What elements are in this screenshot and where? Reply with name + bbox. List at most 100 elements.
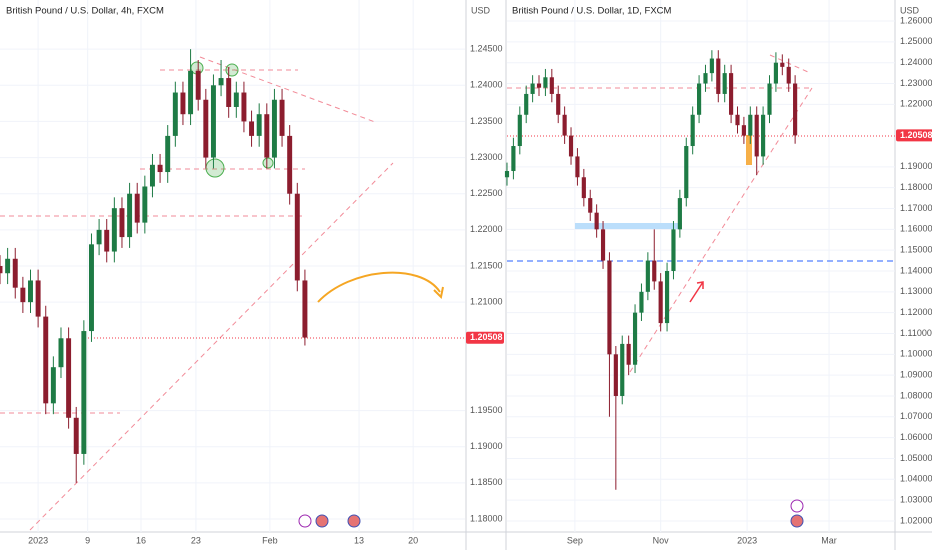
candle-body [620, 343, 625, 396]
candle-body [632, 312, 638, 365]
candle-body [119, 208, 125, 238]
y-tick-label: 1.24000 [900, 57, 932, 67]
candle-body [127, 193, 133, 238]
highlight [746, 135, 752, 165]
y-tick-label: 1.22000 [470, 224, 503, 234]
y-tick-label: 1.24500 [470, 44, 503, 54]
y-tick-label: 1.10000 [900, 349, 932, 359]
candle-body [172, 92, 178, 136]
y-tick-label: 1.24000 [470, 80, 503, 90]
candle-body [233, 92, 239, 107]
marker-circle [225, 63, 239, 77]
candle-body [279, 99, 285, 136]
y-tick-label: 1.19000 [900, 161, 932, 171]
candle-body [709, 58, 714, 74]
candle-body [96, 229, 102, 245]
candle-body [73, 417, 79, 454]
x-tick-label: Mar [821, 535, 837, 545]
y-tick-label: 1.12000 [900, 307, 932, 317]
candle-body [581, 177, 586, 199]
y-tick-label: 1.07000 [900, 411, 932, 421]
candle-body [256, 114, 262, 136]
marker-circle [205, 158, 225, 178]
y-tick-label: 1.26000 [900, 15, 932, 25]
candle-body [504, 171, 510, 178]
candle-body [66, 338, 72, 418]
y-tick-label: 1.18000 [900, 182, 932, 192]
event-icon [790, 499, 804, 513]
candle-body [218, 78, 224, 86]
x-tick-label: Feb [262, 535, 278, 545]
candle-body [664, 270, 670, 324]
last-price-label: 1.20508 [470, 332, 503, 342]
grid [0, 0, 895, 532]
zone [575, 223, 682, 229]
candle-body [562, 114, 567, 136]
candle-body [5, 258, 11, 274]
candle-body [43, 316, 49, 404]
candle-body [536, 83, 542, 88]
candle-body [568, 135, 574, 157]
y-tick-label: 1.22000 [900, 99, 932, 109]
candle-body [188, 70, 194, 115]
candle-body [0, 266, 3, 274]
x-tick-label: 2023 [737, 535, 757, 545]
y-tick-label: 1.19000 [470, 441, 503, 451]
candle-body [549, 77, 554, 94]
candle-body [165, 135, 171, 173]
arrow [689, 281, 704, 303]
marker-circle [262, 157, 274, 169]
x-tick-label: 20 [408, 535, 418, 545]
last-price-tag [896, 129, 932, 142]
y-tick-label: 1.15000 [900, 245, 932, 255]
candle-body [157, 164, 163, 173]
candle-body [302, 280, 308, 338]
candle-body [28, 280, 33, 303]
candle-body [722, 73, 727, 94]
y-tick-label: 1.06000 [900, 432, 932, 442]
x-tick-label: 23 [191, 535, 201, 545]
x-tick-label: 13 [354, 535, 364, 545]
y-tick-label: 1.14000 [900, 265, 932, 275]
candle-body [786, 66, 791, 84]
y-tick-label: 1.02000 [900, 515, 932, 525]
candle-body [690, 114, 695, 147]
arrow-head [433, 286, 444, 300]
event-icon [790, 514, 804, 528]
candle-body [773, 62, 778, 84]
candle-body [264, 114, 270, 158]
candle-body [645, 260, 650, 292]
y-tick-label: 1.21500 [470, 260, 503, 270]
candle-body [696, 83, 702, 115]
candle-body [594, 212, 599, 230]
chart-title: British Pound / U.S. Dollar, 4h, FXCM [6, 6, 164, 17]
candle-body [613, 354, 618, 396]
axis-unit: USD [900, 5, 920, 15]
candle-body [249, 121, 255, 136]
candle-body [294, 193, 300, 281]
candle-body [88, 244, 94, 332]
candle-body [210, 85, 216, 158]
last-price-tag [466, 331, 504, 344]
candle-body [748, 114, 753, 136]
candle-body [195, 70, 201, 100]
candle-body [35, 280, 41, 317]
candle-body [677, 198, 682, 230]
y-tick-label: 1.25000 [900, 36, 932, 46]
y-tick-label: 1.11000 [900, 328, 932, 338]
candle-body [20, 287, 26, 303]
candle-body [588, 198, 593, 213]
candle-body [600, 229, 606, 261]
candle-body [626, 343, 631, 365]
y-tick-label: 1.03000 [900, 495, 932, 505]
event-icon [298, 514, 312, 528]
x-tick-label: 2023 [28, 535, 48, 545]
event-icon [347, 514, 361, 528]
x-tick-label: 16 [136, 535, 146, 545]
y-tick-label: 1.23500 [470, 116, 503, 126]
candle-body [111, 208, 117, 252]
candle-body [81, 331, 87, 454]
y-tick-label: 1.18000 [470, 513, 503, 523]
candle-body [511, 146, 516, 172]
